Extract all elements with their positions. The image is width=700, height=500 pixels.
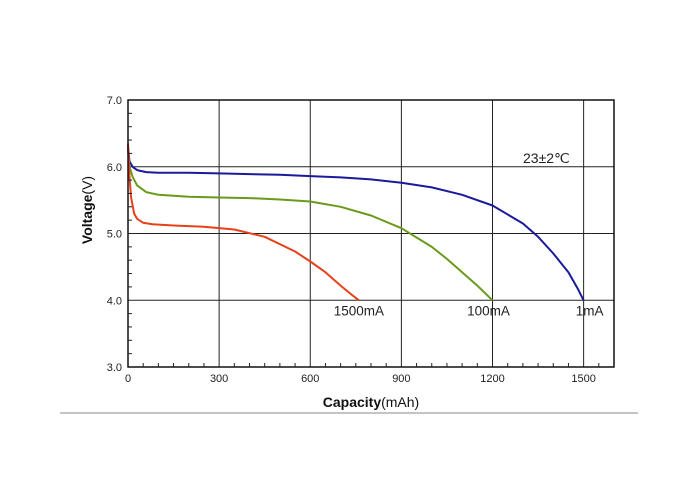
- series-label-1ma: 1mA: [576, 303, 604, 318]
- x-tick-label: 0: [125, 373, 131, 385]
- y-tick-label: 3.0: [107, 362, 122, 374]
- tick-group: 0 300 600 900 1200 1500 3.0 4.0 5.0 6.0 7.0: [107, 95, 600, 385]
- y-tick-label: 6.0: [107, 162, 122, 174]
- series-label-group: 1mA 100mA 1500mA: [334, 303, 604, 318]
- temperature-annotation: 23±2℃: [523, 150, 570, 166]
- series-label-1500ma: 1500mA: [334, 303, 384, 318]
- y-tick-label: 7.0: [107, 95, 122, 107]
- y-axis-title: Voltage(V): [79, 176, 95, 244]
- series-line-1ma: [127, 146, 585, 301]
- x-tick-label: 1200: [480, 373, 504, 385]
- grid-lines: [128, 100, 614, 367]
- series-line-100ma: [127, 150, 494, 302]
- x-axis-title: Capacity(mAh): [323, 394, 419, 410]
- x-tick-label: 900: [392, 373, 410, 385]
- series-line-1500ma: [127, 143, 360, 302]
- x-tick-label: 1500: [571, 373, 595, 385]
- x-tick-label: 300: [210, 373, 228, 385]
- series-label-100ma: 100mA: [467, 303, 510, 318]
- y-tick-label: 5.0: [107, 229, 122, 241]
- x-tick-label: 600: [301, 373, 319, 385]
- y-tick-label: 4.0: [107, 295, 122, 307]
- series-group: [127, 143, 585, 302]
